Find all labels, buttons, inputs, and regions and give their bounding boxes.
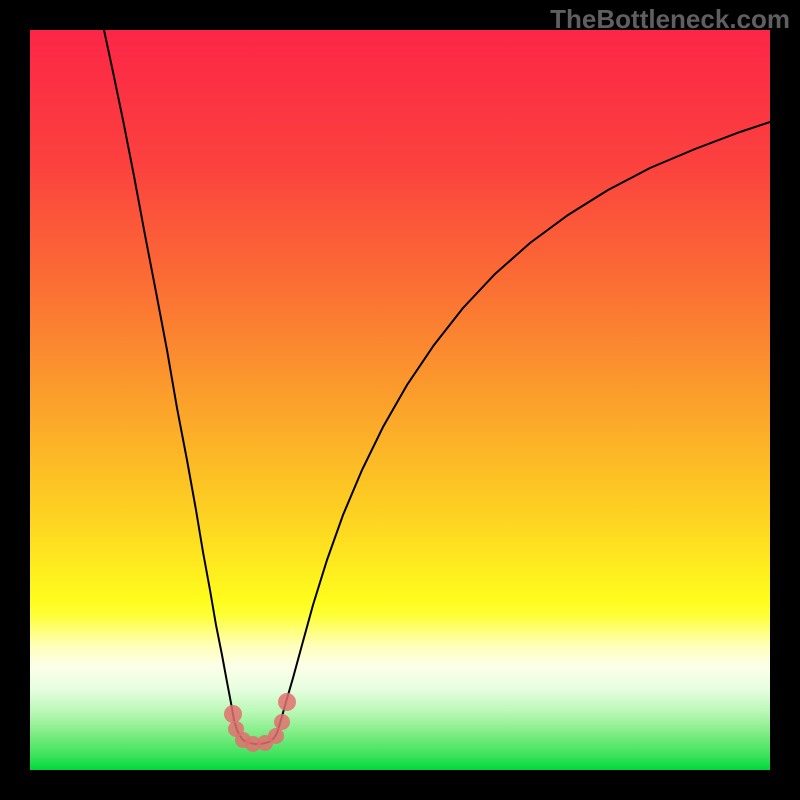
bottleneck-chart [0, 0, 800, 800]
curve-marker [278, 693, 296, 711]
chart-container: TheBottleneck.com [0, 0, 800, 800]
curve-marker [274, 714, 290, 730]
plot-area [30, 30, 770, 770]
curve-marker [224, 705, 242, 723]
watermark-text: TheBottleneck.com [550, 4, 790, 35]
plot-background [30, 30, 770, 770]
curve-marker [268, 728, 284, 744]
